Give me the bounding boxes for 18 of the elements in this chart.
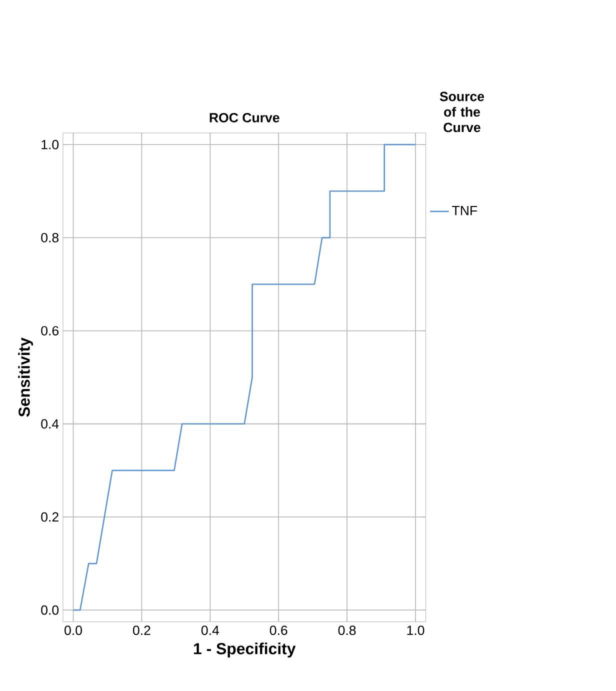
chart-title: ROC Curve [210, 113, 280, 122]
y-axis-title: Sensitivity [18, 338, 34, 417]
line-series [72, 144, 416, 611]
x-tick-label: 0.0 [64, 626, 82, 636]
y-tick-label: 0.2 [41, 512, 58, 522]
legend-label: TNF [452, 206, 478, 216]
y-tick-label: 0.8 [41, 232, 58, 242]
y-tick-label: 1.0 [42, 140, 59, 150]
y-tick-label: 0.0 [41, 605, 59, 615]
x-tick-label: 0.6 [270, 626, 288, 636]
x-tick-label: 0.2 [132, 626, 150, 636]
x-tick-label: 0.8 [338, 626, 356, 636]
y-tick-label: 0.4 [41, 419, 59, 429]
legend-title: Source of the Curve [440, 92, 484, 132]
x-tick-label: 0.4 [201, 626, 219, 636]
x-axis-title: 1 - Specificity [194, 642, 296, 658]
x-tick-label: 1.0 [407, 626, 424, 636]
y-tick-label: 0.6 [41, 326, 58, 336]
